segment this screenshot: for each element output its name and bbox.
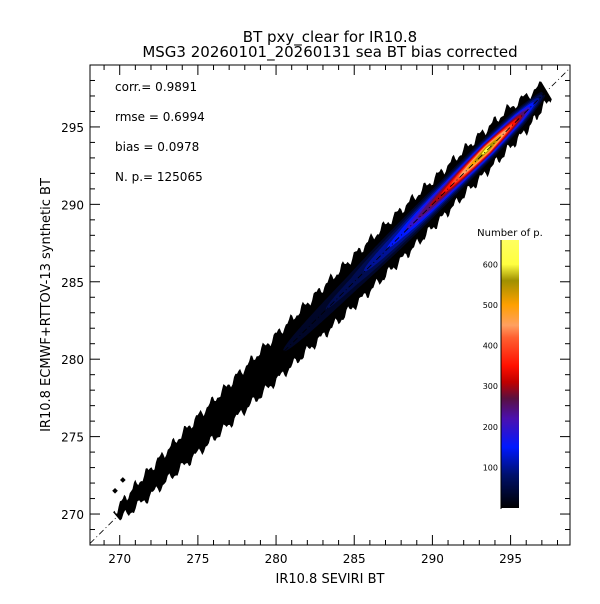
x-tick-label: 270: [108, 552, 131, 566]
identity-line: [89, 67, 571, 544]
y-tick-label: 295: [61, 121, 84, 135]
x-tick-label: 280: [265, 552, 288, 566]
colorbar-tick-label: 100: [483, 463, 498, 472]
colorbar-tick-label: 400: [483, 342, 498, 351]
plot-frame: [89, 64, 571, 546]
x-axis-label: IR10.8 SEVIRI BT: [276, 572, 385, 587]
y-tick-label: 285: [61, 276, 84, 290]
colorbar-tick-label: 200: [483, 423, 498, 432]
colorbar-title: Number of p.: [477, 228, 543, 239]
y-tick-label: 275: [61, 431, 84, 445]
y-tick-label: 280: [61, 353, 84, 367]
outlier-point: [191, 433, 198, 440]
colorbar: Number of p. 100 200 300 400 500 600: [477, 228, 543, 509]
x-tick-label: 295: [499, 552, 522, 566]
colorbar-scale: [501, 240, 519, 508]
stat-2: bias = 0.0978: [115, 140, 199, 154]
stat-3: N. p.= 125065: [115, 170, 203, 184]
x-tick-label: 285: [343, 552, 366, 566]
density-level-600: [481, 145, 491, 155]
colorbar-tick-label: 300: [483, 382, 498, 391]
x-tick-label: 275: [186, 552, 209, 566]
y-tick-label: 290: [61, 198, 84, 212]
colorbar-tick-label: 500: [483, 301, 498, 310]
y-axis-label: IR10.8 ECMWF+RTTOV-13 synthetic BT: [39, 178, 54, 432]
chart-title: BT pxy_clear for IR10.8: [243, 28, 417, 47]
chart-subtitle: MSG3 20260101_20260131 sea BT bias corre…: [142, 43, 517, 62]
outlier-point: [120, 477, 126, 483]
axis-ticks: 270 275 280 285 290 295 270 275 280 285 290 295: [61, 65, 570, 566]
y-tick-label: 270: [61, 508, 84, 522]
stat-0: corr.= 0.9891: [115, 80, 197, 94]
colorbar-tick-label: 600: [483, 260, 498, 269]
density-cloud: [112, 81, 552, 521]
outlier-point: [112, 487, 118, 494]
x-tick-label: 290: [421, 552, 444, 566]
stats-box: corr.= 0.9891 rmse = 0.6994 bias = 0.0978 N…: [115, 80, 205, 184]
stat-1: rmse = 0.6994: [115, 110, 205, 124]
